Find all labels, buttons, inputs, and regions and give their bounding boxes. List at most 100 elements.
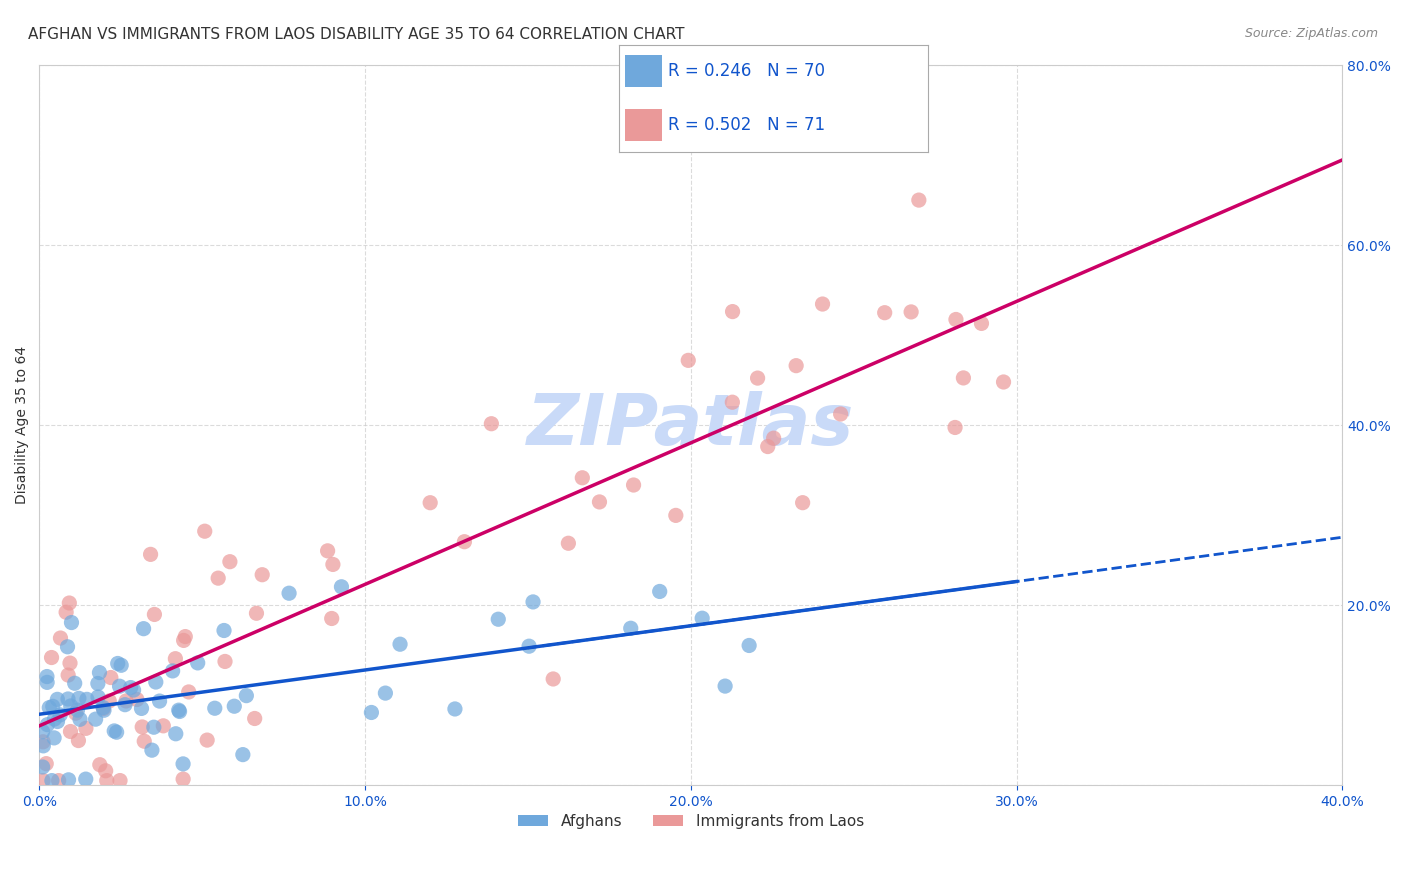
Point	[59, 724, 82, 739]
Point	[93, 701, 115, 715]
Point	[59, 698, 82, 713]
Point	[212, 624, 235, 638]
Point	[67, 733, 90, 747]
Point	[374, 686, 396, 700]
Y-axis label: Disability Age 35 to 64: Disability Age 35 to 64	[15, 346, 30, 504]
Point	[207, 571, 229, 585]
Point	[49, 631, 72, 645]
Point	[38, 700, 60, 714]
Point	[169, 705, 191, 719]
Point	[56, 692, 79, 706]
Point	[250, 567, 273, 582]
Point	[75, 772, 97, 786]
Point	[48, 773, 70, 788]
Point	[31, 724, 53, 739]
Point	[31, 760, 53, 774]
Point	[93, 703, 115, 717]
Point	[37, 717, 59, 731]
Point	[103, 723, 125, 738]
Point	[32, 735, 55, 749]
Point	[486, 612, 509, 626]
Point	[908, 193, 931, 207]
Point	[89, 665, 111, 680]
Point	[195, 733, 218, 747]
Point	[721, 304, 744, 318]
Point	[141, 743, 163, 757]
Point	[120, 681, 142, 695]
Point	[444, 702, 467, 716]
Point	[107, 657, 129, 671]
Point	[66, 703, 89, 717]
Point	[75, 722, 97, 736]
Point	[105, 725, 128, 739]
Point	[35, 756, 58, 771]
Point	[122, 683, 145, 698]
Point	[69, 712, 91, 726]
Point	[143, 607, 166, 622]
Point	[44, 712, 66, 726]
Legend: Afghans, Immigrants from Laos: Afghans, Immigrants from Laos	[512, 808, 870, 835]
Point	[131, 720, 153, 734]
Point	[60, 615, 83, 630]
Point	[389, 637, 412, 651]
Point	[194, 524, 217, 539]
Point	[278, 586, 301, 600]
Point	[41, 773, 63, 788]
Point	[232, 747, 254, 762]
Point	[42, 699, 65, 714]
Point	[219, 555, 242, 569]
Point	[187, 656, 209, 670]
Point	[110, 658, 132, 673]
Point	[98, 694, 121, 708]
Point	[162, 664, 184, 678]
Point	[58, 596, 80, 610]
Point	[35, 669, 58, 683]
Point	[108, 679, 131, 693]
Point	[173, 633, 195, 648]
Point	[134, 734, 156, 748]
Point	[557, 536, 579, 550]
Point	[76, 692, 98, 706]
Point	[738, 639, 761, 653]
Point	[67, 691, 90, 706]
Point	[139, 547, 162, 561]
Point	[316, 544, 339, 558]
Point	[623, 478, 645, 492]
Point	[321, 611, 343, 625]
Point	[945, 312, 967, 326]
Point	[59, 656, 82, 670]
Point	[100, 671, 122, 685]
Point	[245, 607, 267, 621]
Point	[419, 496, 441, 510]
Point	[108, 773, 131, 788]
Bar	[624, 55, 662, 87]
Point	[588, 495, 610, 509]
Point	[152, 719, 174, 733]
Point	[714, 679, 737, 693]
Point	[46, 692, 69, 706]
Point	[943, 420, 966, 434]
Text: AFGHAN VS IMMIGRANTS FROM LAOS DISABILITY AGE 35 TO 64 CORRELATION CHART: AFGHAN VS IMMIGRANTS FROM LAOS DISABILIT…	[28, 27, 685, 42]
Point	[571, 471, 593, 485]
Point	[873, 306, 896, 320]
Point	[224, 699, 246, 714]
Point	[87, 690, 110, 704]
Point	[172, 772, 194, 786]
Point	[96, 773, 118, 788]
Point	[792, 496, 814, 510]
Point	[115, 694, 138, 708]
Bar	[624, 109, 662, 141]
Point	[678, 353, 700, 368]
Point	[648, 584, 671, 599]
Point	[148, 694, 170, 708]
Point	[721, 395, 744, 409]
Point	[830, 407, 852, 421]
Point	[58, 772, 80, 787]
Text: R = 0.502   N = 71: R = 0.502 N = 71	[668, 116, 825, 134]
Point	[690, 611, 713, 625]
Point	[204, 701, 226, 715]
Point	[165, 651, 187, 665]
Point	[87, 676, 110, 690]
Point	[114, 698, 136, 712]
Point	[132, 622, 155, 636]
